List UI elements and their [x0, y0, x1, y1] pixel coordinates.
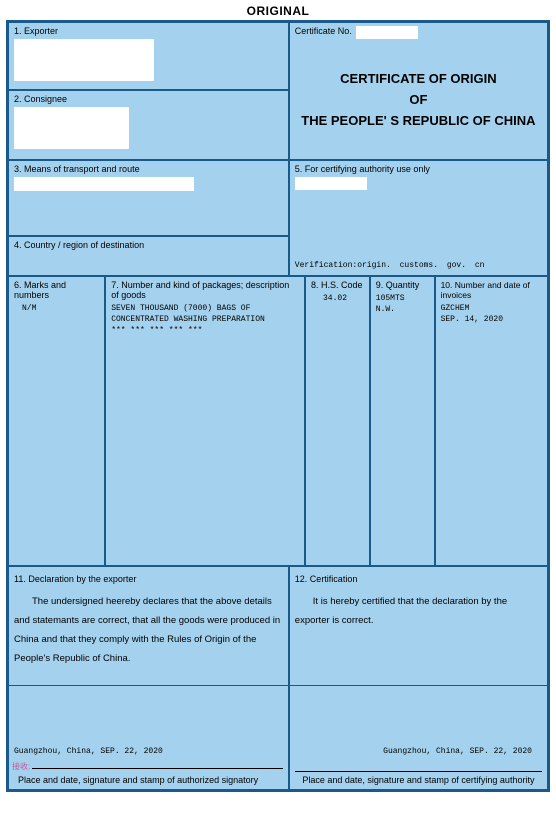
- section-12-certification: 12. Certification It is hereby certified…: [289, 566, 548, 686]
- section-3-transport: 3. Means of transport and route: [8, 160, 289, 236]
- col-9-line-1: 105MTS: [376, 293, 429, 304]
- col-10-line-1: GZCHEM: [441, 303, 542, 314]
- col-7-line-3: *** *** *** *** ***: [111, 325, 299, 336]
- section-2-label: 2. Consignee: [14, 94, 67, 104]
- section-12-text: It is hereby certified that the declarat…: [295, 592, 542, 630]
- section-3-label: 3. Means of transport and route: [14, 164, 140, 174]
- col-8-label: 8. H.S. Code: [311, 280, 364, 290]
- stamp-prefix: 接收:: [12, 761, 30, 772]
- col-9-quantity: 9. Quantity 105MTS N.W.: [370, 276, 435, 566]
- section-5-label: 5. For certifying authority use only: [295, 164, 430, 174]
- s12-place-date: Guangzhou, China, SEP. 22, 2020: [295, 747, 542, 756]
- title-line-3: THE PEOPLE' S REPUBLIC OF CHINA: [295, 111, 542, 132]
- col-7-value: SEVEN THOUSAND (7000) BAGS OF CONCENTRAT…: [111, 303, 299, 337]
- section-1-label: 1. Exporter: [14, 26, 58, 36]
- page-header: ORIGINAL: [0, 0, 556, 20]
- s11-place-date: Guangzhou, China, SEP. 22, 2020: [14, 747, 283, 756]
- col-10-line-2: SEP. 14, 2020: [441, 314, 542, 325]
- section-11-text: The undersigned heereby declares that th…: [14, 592, 283, 668]
- col-10-value: GZCHEM SEP. 14, 2020: [441, 303, 542, 325]
- section-2-consignee: 2. Consignee: [8, 90, 289, 160]
- title-line-2: OF: [295, 90, 542, 111]
- col-7-line-1: SEVEN THOUSAND (7000) BAGS OF: [111, 303, 299, 314]
- col-7-label: 7. Number and kind of packages; descript…: [111, 280, 299, 300]
- col-6-label: 6. Marks and numbers: [14, 280, 99, 300]
- col-7-description: 7. Number and kind of packages; descript…: [105, 276, 305, 566]
- title-line-1: CERTIFICATE OF ORIGIN: [295, 69, 542, 90]
- cert-no-label: Certificate No.: [295, 26, 352, 36]
- transport-redacted: [14, 177, 194, 191]
- sig-line-left: [32, 768, 283, 769]
- col-9-line-2: N.W.: [376, 304, 429, 315]
- signature-right: Guangzhou, China, SEP. 22, 2020 Place an…: [289, 686, 548, 790]
- col-10-invoice: 10. Number and date of invoices GZCHEM S…: [435, 276, 548, 566]
- section-11-label: 11. Declaration by the exporter: [14, 574, 283, 584]
- signature-left: Guangzhou, China, SEP. 22, 2020 接收: Plac…: [8, 686, 289, 790]
- s11-sig-label: Place and date, signature and stamp of a…: [12, 772, 283, 785]
- consignee-redacted: [14, 107, 129, 149]
- s12-sig-label: Place and date, signature and stamp of c…: [295, 772, 542, 785]
- top-block: 1. Exporter 2. Consignee Certificate No.…: [8, 22, 548, 160]
- certificate-title: CERTIFICATE OF ORIGIN OF THE PEOPLE' S R…: [295, 39, 542, 131]
- col-8-hscode: 8. H.S. Code 34.02: [305, 276, 370, 566]
- certificate-form: 1. Exporter 2. Consignee Certificate No.…: [6, 20, 550, 792]
- signature-block: Guangzhou, China, SEP. 22, 2020 接收: Plac…: [8, 686, 548, 790]
- section-12-label: 12. Certification: [295, 574, 542, 584]
- exporter-redacted: [14, 39, 154, 81]
- col-7-line-2: CONCENTRATED WASHING PREPARATION: [111, 314, 299, 325]
- section-1-exporter: 1. Exporter: [8, 22, 289, 90]
- declaration-block: 11. Declaration by the exporter The unde…: [8, 566, 548, 686]
- col-10-label: 10. Number and date of invoices: [441, 280, 542, 300]
- section-5-authority: 5. For certifying authority use only Ver…: [289, 160, 548, 276]
- mid-block: 3. Means of transport and route 4. Count…: [8, 160, 548, 276]
- section-4-country: 4. Country / region of destination: [8, 236, 289, 276]
- col-9-label: 9. Quantity: [376, 280, 429, 290]
- section-4-label: 4. Country / region of destination: [14, 240, 144, 250]
- col-9-value: 105MTS N.W.: [376, 293, 429, 315]
- cert-no-redacted: [356, 26, 418, 39]
- col-6-marks: 6. Marks and numbers N/M: [8, 276, 105, 566]
- goods-block: 6. Marks and numbers N/M 7. Number and k…: [8, 276, 548, 566]
- col-6-value: N/M: [14, 303, 99, 314]
- verification-text: Verification:origin. customs. gov. cn: [295, 261, 485, 270]
- authority-redacted: [295, 177, 367, 190]
- section-11-declaration: 11. Declaration by the exporter The unde…: [8, 566, 289, 686]
- certificate-title-box: Certificate No. CERTIFICATE OF ORIGIN OF…: [289, 22, 548, 160]
- col-8-value: 34.02: [311, 293, 364, 304]
